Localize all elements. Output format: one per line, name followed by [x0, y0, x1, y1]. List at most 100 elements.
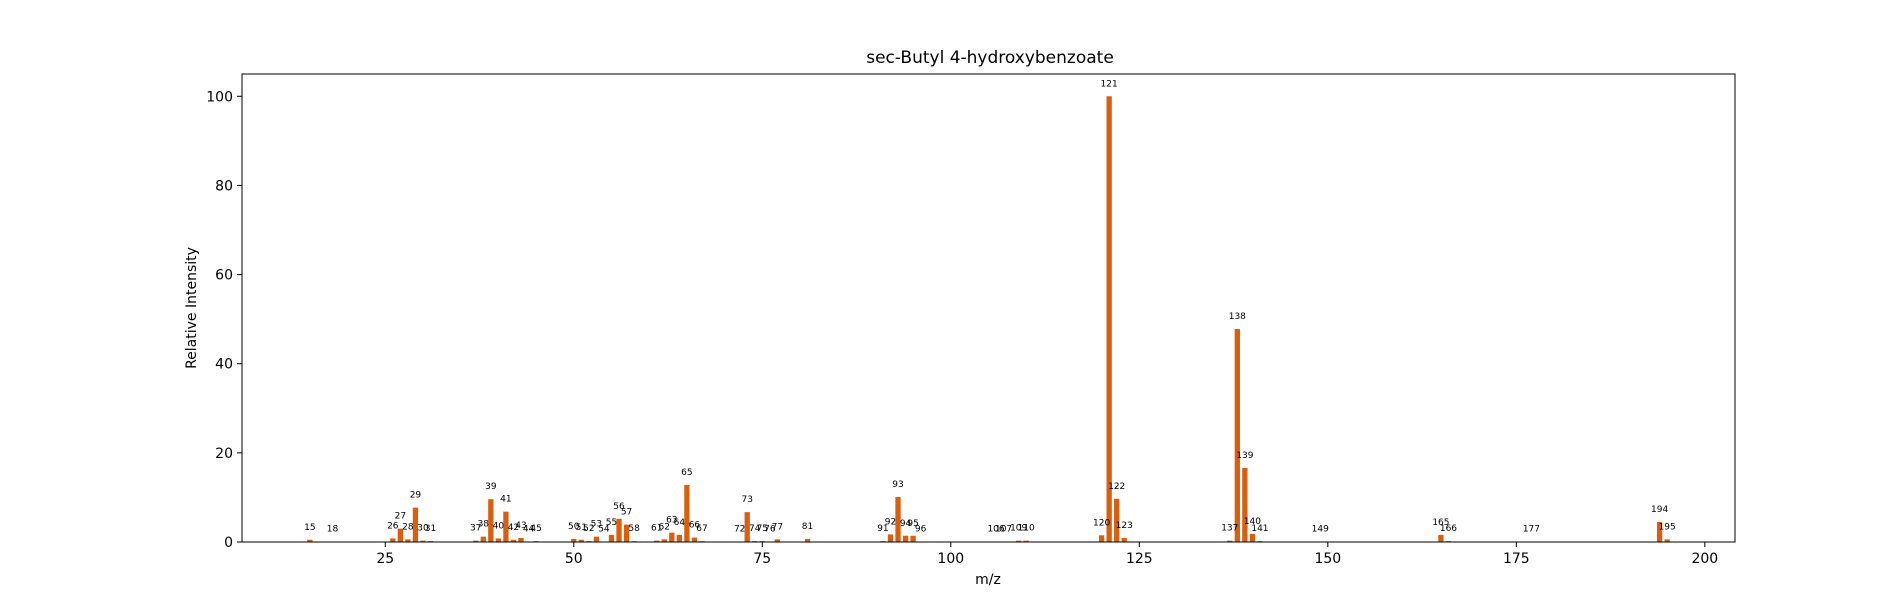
peak-label: 58 [628, 524, 640, 534]
peak-label: 149 [1312, 525, 1329, 535]
peak-label: 122 [1108, 482, 1125, 492]
peak-label: 43 [515, 521, 526, 531]
peak-bar [774, 539, 781, 542]
peak-label: 55 [606, 518, 617, 528]
y-axis-title: Relative Intensity [184, 247, 200, 369]
peak-label: 18 [327, 525, 339, 535]
peak-bar [518, 537, 524, 542]
x-axis-ticks: 25 50 75 100 125 150 175 200 [376, 542, 1718, 567]
peak-bar [1016, 540, 1022, 542]
peak-label: 67 [696, 524, 707, 534]
peak-label: 29 [410, 491, 422, 501]
y-tick-label: 60 [215, 268, 233, 284]
peak-label: 15 [304, 523, 315, 533]
y-tick-label: 80 [215, 178, 233, 194]
peak-bar [895, 496, 901, 542]
peak-bar [669, 532, 675, 542]
peak-bar [1249, 533, 1256, 542]
x-tick-label: 150 [1314, 551, 1341, 567]
peak-label: 165 [1432, 518, 1449, 528]
y-axis-ticks: 0 20 40 60 80 100 [206, 89, 242, 551]
peak-label: 51 [576, 523, 587, 533]
x-tick-label: 200 [1691, 551, 1718, 567]
peak-bar [1664, 539, 1670, 542]
peak-label: 30 [417, 524, 429, 534]
peak-label: 37 [470, 524, 481, 534]
peak-bar [744, 512, 750, 542]
y-tick-label: 40 [215, 357, 233, 373]
peak-bar [608, 534, 615, 542]
peak-label: 53 [591, 520, 602, 530]
peak-label: 44 [523, 525, 535, 535]
peak-bar [902, 535, 909, 542]
peak-label: 56 [613, 502, 625, 512]
peak-label: 107 [995, 525, 1012, 535]
peak-bar [473, 540, 479, 542]
y-tick-label: 0 [224, 535, 233, 551]
peak-bar [495, 538, 502, 542]
peak-bar [593, 536, 600, 542]
peak-label: 50 [568, 522, 580, 532]
peak-bar [503, 511, 509, 542]
peak-label: 26 [387, 521, 399, 531]
peak-label: 61 [651, 524, 662, 534]
plot-frame [241, 73, 1736, 543]
peak-label: 91 [877, 524, 888, 534]
peak-bar [488, 499, 494, 542]
x-tick-label: 75 [753, 551, 771, 567]
peak-bar [1656, 521, 1663, 542]
chart-title: sec-Butyl 4-hydroxybenzoate [866, 48, 1114, 68]
peak-bar [1114, 498, 1120, 542]
x-tick-label: 100 [937, 551, 964, 567]
peak-bar [1242, 468, 1248, 542]
peak-label: 81 [802, 522, 813, 532]
peak-label: 140 [1244, 517, 1261, 527]
peak-label: 138 [1229, 312, 1246, 322]
peak-bar [1234, 328, 1240, 542]
peak-label: 28 [402, 522, 414, 532]
peak-bar [412, 507, 419, 542]
peak-label: 42 [508, 523, 519, 533]
peak-label: 75 [757, 524, 768, 534]
peak-label: 66 [689, 521, 701, 531]
peak-bar [397, 528, 403, 542]
peak-label: 41 [500, 495, 511, 505]
peak-label: 139 [1236, 451, 1253, 461]
peak-bar [1121, 537, 1127, 542]
peak-label: 40 [493, 521, 505, 531]
x-tick-label: 125 [1126, 551, 1153, 567]
peak-label: 141 [1251, 524, 1268, 534]
peak-label: 166 [1440, 524, 1457, 534]
peak-label: 31 [425, 524, 436, 534]
peak-bar [691, 537, 698, 542]
peak-label: 110 [1018, 524, 1035, 534]
peak-label: 63 [666, 516, 677, 526]
peak-label: 94 [900, 519, 912, 529]
peak-label: 106 [987, 525, 1004, 535]
peak-label: 77 [772, 522, 783, 532]
peak-label: 120 [1093, 518, 1110, 528]
x-tick-label: 25 [376, 551, 394, 567]
x-axis-title: m/z [975, 572, 1001, 588]
peak-label: 64 [674, 518, 686, 528]
peak-bar [307, 539, 313, 542]
peak-bar [480, 536, 486, 542]
peak-bar [1098, 535, 1105, 542]
peak-label: 54 [598, 525, 610, 535]
peak-bar [420, 540, 426, 542]
peak-label: 92 [885, 517, 896, 527]
peak-label: 62 [659, 522, 670, 532]
peak-label: 95 [907, 519, 918, 529]
peak-label: 177 [1523, 525, 1540, 535]
x-tick-label: 175 [1503, 551, 1530, 567]
peak-label: 96 [915, 525, 927, 535]
peak-bar [510, 539, 517, 542]
peak-label: 194 [1651, 505, 1668, 515]
peak-label: 57 [621, 508, 632, 518]
peak-bar [571, 538, 577, 542]
peak-bar [1023, 540, 1029, 542]
peak-label: 137 [1221, 524, 1238, 534]
